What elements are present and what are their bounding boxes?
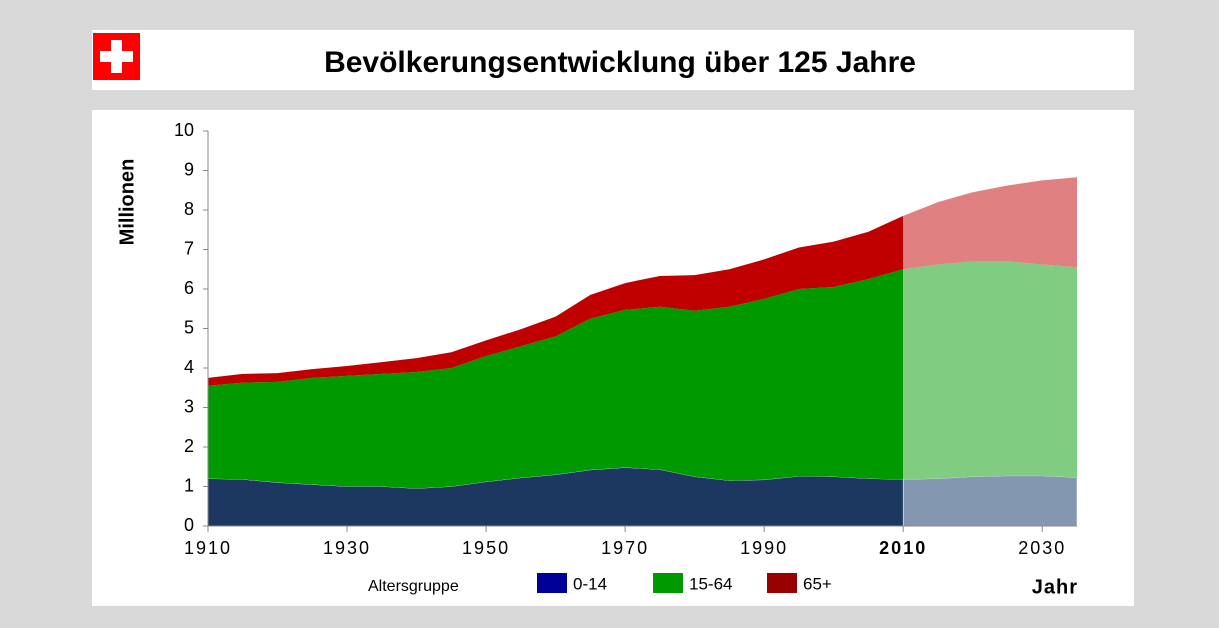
- y-tick-label: 2: [184, 436, 194, 456]
- x-tick-label: 2010: [879, 538, 927, 558]
- area: [208, 269, 904, 489]
- y-tick-label: 3: [184, 396, 194, 416]
- area-projection: [902, 475, 1078, 527]
- x-tick-label: 1950: [462, 538, 510, 558]
- legend-label: 15-64: [689, 574, 732, 593]
- y-tick-label: 5: [184, 317, 194, 337]
- y-tick-label: 4: [184, 357, 194, 377]
- y-tick-label: 10: [174, 120, 194, 140]
- legend-label: 0-14: [573, 574, 607, 593]
- x-tick-label: 1990: [740, 538, 788, 558]
- area-projection: [903, 261, 1077, 480]
- legend-swatch: [537, 573, 567, 593]
- y-axis-label: Millionen: [116, 159, 138, 246]
- y-tick-label: 9: [184, 159, 194, 179]
- chart-title: Bevölkerungsentwicklung über 125 Jahre: [324, 46, 916, 79]
- legend-title: Altersgruppe: [368, 578, 459, 595]
- y-tick-label: 7: [184, 238, 194, 258]
- area-projection: [903, 177, 1077, 270]
- x-tick-label: 1930: [323, 538, 371, 558]
- x-axis-label: Jahr: [1032, 576, 1078, 598]
- legend-swatch: [653, 573, 683, 593]
- x-tick-label: 1910: [184, 538, 232, 558]
- x-tick-label: 1970: [601, 538, 649, 558]
- y-tick-label: 1: [184, 475, 194, 495]
- legend-swatch: [767, 573, 797, 593]
- y-tick-label: 0: [184, 515, 194, 535]
- legend-label: 65+: [803, 574, 832, 593]
- title-box: [92, 30, 1134, 90]
- y-tick-label: 6: [184, 278, 194, 298]
- flag-cross: [100, 51, 133, 62]
- y-tick-label: 8: [184, 199, 194, 219]
- x-tick-label: 2030: [1018, 538, 1066, 558]
